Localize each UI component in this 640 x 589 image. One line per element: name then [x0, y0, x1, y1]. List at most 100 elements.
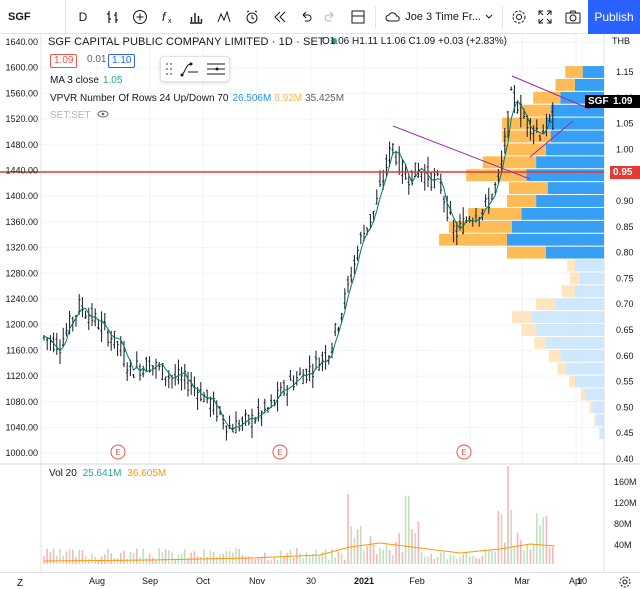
earnings-marker[interactable]	[272, 444, 288, 460]
volume-bar	[523, 550, 525, 564]
volume-bar	[408, 496, 410, 564]
eye-icon[interactable]	[97, 110, 109, 118]
left-axis-tick-label: 1360.00	[5, 217, 38, 227]
volume-bar	[347, 494, 349, 564]
compare-legend[interactable]: SET:SET	[50, 110, 109, 121]
currency-label: THB	[612, 36, 630, 46]
volume-bar	[494, 551, 496, 564]
volume-bar	[267, 559, 269, 564]
volume-bar	[404, 496, 407, 564]
settings-gear-icon[interactable]	[506, 0, 532, 34]
vpvr-down-bar	[557, 362, 566, 375]
volume-bar	[187, 558, 189, 564]
vpvr-up-bar	[545, 117, 604, 130]
volume-bar	[305, 552, 308, 564]
symbol-search[interactable]: SGF	[0, 0, 66, 34]
volume-bar	[328, 559, 330, 564]
trend-line-tool-icon[interactable]	[179, 60, 201, 78]
volume-bar	[43, 556, 45, 564]
volume-bar	[529, 549, 532, 564]
fullscreen-icon[interactable]	[532, 0, 558, 34]
volume-bar	[340, 552, 343, 564]
layout-selector[interactable]: Joe 3 Time Fr...	[379, 4, 499, 30]
volume-bar	[126, 559, 128, 564]
financials-icon[interactable]	[182, 0, 210, 34]
volume-axis-tick-label: 40M	[614, 540, 632, 550]
vpvr-up-bar	[579, 272, 604, 285]
vpvr-down-bar	[439, 233, 507, 246]
vpvr-legend[interactable]: VPVR Number Of Rows 24 Up/Down 70 26.506M…	[50, 93, 344, 104]
settings-gear-icon[interactable]	[618, 575, 632, 589]
left-axis-tick-label: 1640.00	[5, 37, 38, 47]
earnings-marker[interactable]	[456, 444, 472, 460]
right-axis-tick-label: 0.65	[616, 325, 634, 335]
vpvr-up-bar	[574, 259, 604, 272]
volume-bar	[209, 550, 212, 564]
volume-bar	[507, 466, 509, 564]
alert-icon[interactable]	[238, 0, 266, 34]
price-chart[interactable]: 1640.00 1600.00 1560.00 1520.00 1480.00 1440.…	[0, 34, 640, 589]
earnings-marker[interactable]	[110, 444, 126, 460]
layout-grid-icon[interactable]	[344, 0, 372, 34]
volume-bar	[270, 559, 272, 564]
volume-bar	[414, 533, 416, 564]
volume-bar	[356, 529, 359, 564]
templates-icon[interactable]	[210, 0, 238, 34]
vpvr-down-bar	[508, 182, 548, 195]
drag-handle-icon[interactable]	[164, 59, 174, 79]
time-axis-tick-label: 30	[306, 576, 316, 586]
volume-axis-tick-label: 120M	[614, 498, 637, 508]
volume-bar	[532, 544, 535, 564]
volume-bar	[331, 549, 333, 564]
vpvr-down-bar	[561, 285, 575, 298]
vpvr-down-bar	[594, 414, 597, 427]
volume-bar	[190, 552, 192, 564]
snapshot-camera-icon[interactable]	[558, 0, 588, 34]
volume-bar	[145, 558, 148, 564]
trendline[interactable]	[511, 75, 591, 110]
volume-bar	[516, 532, 519, 564]
volume-bar	[459, 557, 461, 564]
timezone-icon[interactable]: Z	[14, 575, 28, 589]
bar-style-icon[interactable]	[100, 0, 126, 34]
compare-add-icon[interactable]	[126, 0, 154, 34]
volume-bar	[142, 548, 144, 564]
buy-button[interactable]: 1.10	[108, 54, 136, 68]
time-axis-tick-label: Apr	[569, 576, 583, 586]
vpvr-down-bar	[507, 246, 546, 259]
vpvr-down-bar	[565, 66, 583, 78]
trendline[interactable]	[392, 125, 531, 180]
redo-icon[interactable]	[318, 0, 342, 34]
symbol-title[interactable]: SGF CAPITAL PUBLIC COMPANY LIMITED · 1D …	[48, 36, 341, 48]
volume-bar	[481, 555, 484, 564]
vpvr-down-bar	[567, 259, 575, 272]
vpvr-total-value: 35.425M	[305, 93, 345, 104]
undo-icon[interactable]	[294, 0, 318, 34]
interval-button[interactable]: D	[78, 9, 88, 24]
replay-icon[interactable]	[266, 0, 294, 34]
volume-label: Vol 20	[49, 468, 77, 479]
volume-bar	[308, 556, 311, 564]
publish-button[interactable]: Publish	[588, 0, 640, 34]
volume-bar	[500, 514, 503, 564]
volume-bar	[72, 549, 74, 564]
ma-legend[interactable]: MA 3 close 1.05	[50, 75, 122, 86]
drawing-floating-toolbar[interactable]	[160, 56, 230, 82]
vpvr-up-bar	[565, 362, 604, 375]
vpvr-down-bar	[570, 272, 580, 285]
vpvr-up-bar	[555, 298, 604, 311]
time-axis[interactable]: Z	[0, 572, 640, 589]
left-axis-tick-label: 1320.00	[5, 243, 38, 253]
trendline[interactable]	[529, 120, 574, 158]
volume-axis-tick-label: 80M	[614, 519, 632, 529]
vpvr-down-bar	[468, 207, 522, 220]
horizontal-line-label[interactable]: 0.95	[610, 166, 640, 179]
sell-button[interactable]: 1.09	[50, 54, 78, 68]
volume-bar	[299, 553, 301, 564]
horizontal-lines-tool-icon[interactable]	[205, 60, 227, 78]
volume-legend[interactable]: Vol 20 25.641M 36.605M	[49, 468, 166, 479]
chart-area[interactable]: 1640.00 1600.00 1560.00 1520.00 1480.00 1440.…	[0, 34, 640, 589]
vpvr-down-bar	[482, 156, 537, 169]
